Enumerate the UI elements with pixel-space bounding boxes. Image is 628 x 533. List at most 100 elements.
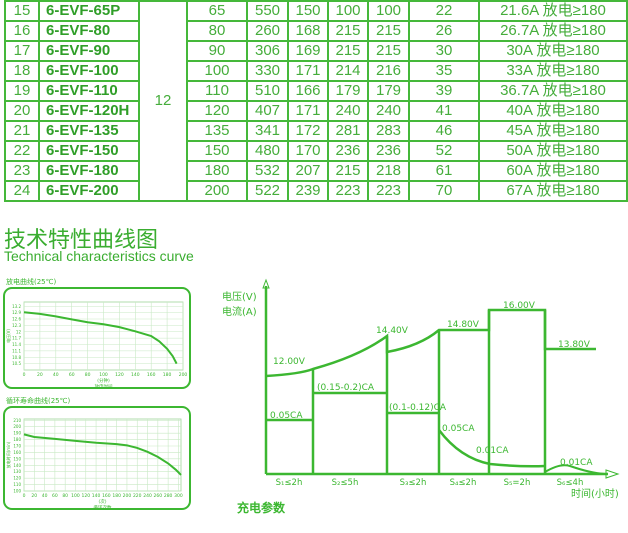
- cell-disch: 60A 放电≥180: [478, 160, 628, 182]
- x-tick-label: 60: [69, 372, 75, 378]
- x-axis-label: 时间(小时): [571, 487, 619, 500]
- cell-c2: 150: [287, 0, 329, 22]
- cell-disch: 67A 放电≥180: [478, 180, 628, 202]
- axis-label: 电流(A): [222, 305, 257, 318]
- chart-title: 放电曲线(25℃): [6, 277, 56, 286]
- cell-c4: 179: [367, 80, 410, 102]
- cell-model: 6-EVF-100: [38, 60, 140, 82]
- x-tick-label: 200: [179, 372, 188, 378]
- cell-cap: 65: [186, 0, 248, 22]
- x-tick-label: 60: [52, 493, 58, 499]
- x-tick-label: 80: [62, 493, 68, 499]
- cell-c2: 171: [287, 100, 329, 122]
- y-tick-label: 120: [13, 476, 21, 481]
- table-row: 17 6-EVF-90 90 306 169 215 215 30 30A 放电≥180: [4, 40, 628, 62]
- stage-label: S₄≤2h: [450, 478, 477, 488]
- table-row: 23 6-EVF-180 180 532 207 215 218 61 60A 放电≥180: [4, 160, 628, 182]
- x-tick-label: 180: [163, 372, 172, 378]
- cell-disch: 45A 放电≥180: [478, 120, 628, 142]
- cell-model: 6-EVF-135: [38, 120, 140, 142]
- cell-cap: 200: [186, 180, 248, 202]
- cell-no: 24: [4, 180, 40, 202]
- voltage-label: 14.40V: [376, 326, 409, 336]
- current-label: 0.05CA: [442, 424, 475, 434]
- chart-title: 充电参数: [237, 500, 286, 515]
- cell-c1: 532: [246, 160, 289, 182]
- cell-model: 6-EVF-110: [38, 80, 140, 102]
- cell-disch: 21.6A 放电≥180: [478, 0, 628, 22]
- cell-c3: 215: [327, 20, 369, 42]
- section-title: 技术特性曲线图: [4, 228, 159, 253]
- cell-disch: 50A 放电≥180: [478, 140, 628, 162]
- current-decay: [438, 429, 546, 468]
- x-tick-label: 0: [23, 372, 26, 378]
- cell-c1: 480: [246, 140, 289, 162]
- voltage-label: 14.80V: [447, 320, 480, 330]
- cell-c2: 168: [287, 20, 329, 42]
- cell-c4: 223: [367, 180, 410, 202]
- x-unit: (分钟): [97, 377, 110, 384]
- cell-weight: 46: [408, 120, 480, 142]
- cell-c2: 170: [287, 140, 329, 162]
- cell-cap: 80: [186, 20, 248, 42]
- x-tick-label: 0: [23, 493, 26, 499]
- cell-c1: 306: [246, 40, 289, 62]
- cell-c3: 240: [327, 100, 369, 122]
- x-axis-label: 循环次数: [94, 504, 112, 511]
- axis-label: 电压(V): [222, 290, 257, 303]
- x-axis-label: 放电时间: [95, 383, 113, 390]
- y-tick-label: 160: [13, 450, 21, 455]
- cell-c4: 236: [367, 140, 410, 162]
- x-tick-label: 120: [115, 372, 124, 378]
- cell-model: 6-EVF-180: [38, 160, 140, 182]
- x-tick-label: 20: [37, 372, 43, 378]
- y-tick-label: 11.4: [12, 342, 21, 347]
- cell-disch: 40A 放电≥180: [478, 100, 628, 122]
- y-tick-label: 150: [13, 456, 21, 461]
- current-label: 0.01CA: [560, 458, 593, 468]
- y-axis-label: 放电时间(min): [5, 441, 11, 468]
- cell-c3: 100: [327, 0, 369, 22]
- x-tick-label: 160: [147, 372, 156, 378]
- stage-label: S₅=2h: [504, 478, 531, 488]
- table-row: 20 6-EVF-120H 120 407 171 240 240 41 40A 放电≥180: [4, 100, 628, 122]
- y-tick-label: 140: [13, 463, 21, 468]
- cell-c4: 100: [367, 0, 410, 22]
- y-tick-label: 12.9: [12, 310, 21, 315]
- cell-disch: 36.7A 放电≥180: [478, 80, 628, 102]
- cell-no: 21: [4, 120, 40, 142]
- cell-c3: 215: [327, 160, 369, 182]
- cell-weight: 41: [408, 100, 480, 122]
- x-unit: (次): [98, 498, 106, 505]
- cell-no: 15: [4, 0, 40, 22]
- y-tick-label: 100: [13, 489, 21, 494]
- cell-no: 17: [4, 40, 40, 62]
- stage-label: S₂≤5h: [332, 478, 359, 488]
- cell-c1: 522: [246, 180, 289, 202]
- cell-c2: 166: [287, 80, 329, 102]
- cell-cap: 135: [186, 120, 248, 142]
- cell-weight: 39: [408, 80, 480, 102]
- cell-no: 16: [4, 20, 40, 42]
- cell-cap: 110: [186, 80, 248, 102]
- cell-weight: 22: [408, 0, 480, 22]
- x-tick-label: 200: [123, 493, 132, 499]
- spec-table: 15 6-EVF-65P 12 65 550 150 100 100 22 21.6A 放电≥18…: [4, 0, 628, 202]
- y-tick-label: 210: [13, 418, 21, 423]
- cell-cap: 150: [186, 140, 248, 162]
- y-tick-label: 12.6: [12, 317, 21, 322]
- cell-cap: 100: [186, 60, 248, 82]
- voltage-label: 13.80V: [558, 340, 591, 350]
- x-tick-label: 300: [174, 493, 183, 499]
- cell-c4: 240: [367, 100, 410, 122]
- x-tick-label: 280: [164, 493, 173, 499]
- voltage-label: 16.00V: [503, 301, 536, 311]
- section-subtitle: Technical characteristics curve: [4, 248, 194, 264]
- cell-disch: 33A 放电≥180: [478, 60, 628, 82]
- x-tick-label: 120: [81, 493, 90, 499]
- cell-c1: 510: [246, 80, 289, 102]
- cell-no: 20: [4, 100, 40, 122]
- cell-model: 6-EVF-80: [38, 20, 140, 42]
- voltage-cell: 12: [138, 0, 188, 202]
